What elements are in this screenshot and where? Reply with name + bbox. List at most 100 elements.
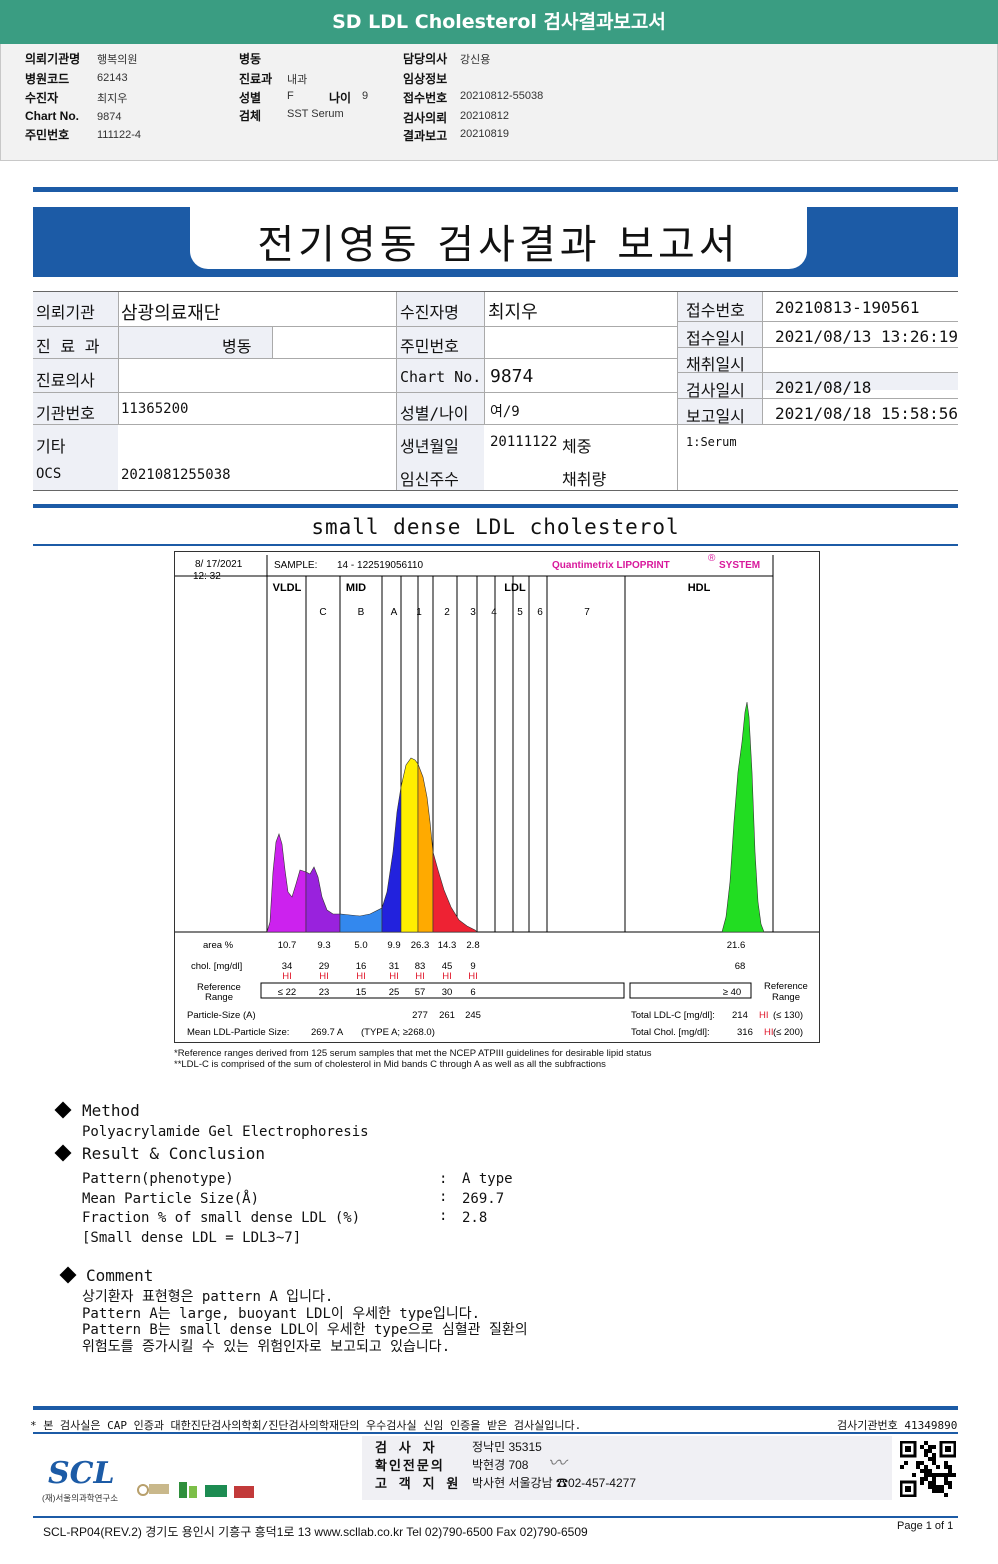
particle-size: 277 (412, 1010, 428, 1021)
qr-module (948, 1465, 952, 1469)
qr-module (936, 1465, 940, 1469)
value-inst-no: 11365200 (121, 401, 189, 417)
band-label: 6 (537, 607, 543, 618)
hdl-area-value: 21.6 (727, 940, 746, 951)
row-label-particle: Particle-Size (A) (187, 1010, 256, 1021)
footer-contact: SCL-RP04(REV.2) 경기도 용인시 기흥구 흥덕1로 13 www.… (43, 1525, 588, 1539)
qr-module (928, 1485, 932, 1489)
bullet-icon (54, 1101, 72, 1119)
qr-module (944, 1461, 948, 1465)
qr-module (932, 1457, 936, 1461)
method-title: Method (82, 1101, 140, 1120)
hi-flag: HI (356, 971, 366, 982)
row-label-ref2: Range (205, 992, 233, 1003)
qr-module (932, 1485, 936, 1489)
staff-name: 박현경 708 (472, 1458, 529, 1472)
qr-module (924, 1449, 928, 1453)
page-number: Page 1 of 1 (897, 1520, 954, 1532)
divider (33, 1406, 958, 1410)
area-value: 9.3 (317, 940, 330, 951)
label: 성별 (239, 91, 262, 105)
result-value: 2.8 (462, 1210, 488, 1226)
mean-size: 269.7 A (311, 1027, 344, 1038)
method-text: Polyacrylamide Gel Electrophoresis (82, 1124, 369, 1140)
hi-flag: HI (282, 971, 292, 982)
value-report-time: 2021/08/18 15:58:56 (775, 404, 959, 423)
band-label: B (358, 607, 365, 618)
qr-code-icon (900, 1441, 956, 1497)
result-value: 269.7 (462, 1191, 505, 1207)
hi-flag: HI (319, 971, 329, 982)
result-note: [Small dense LDL = LDL3~7] (82, 1230, 302, 1246)
row-label-chol: chol. [mg/dl] (191, 961, 242, 972)
row-label-ref1: Reference (197, 982, 241, 993)
label: 담당의사 (403, 52, 448, 66)
particle-size: 245 (465, 1010, 481, 1021)
result-sep: : (439, 1208, 448, 1224)
value: 최지우 (97, 93, 128, 105)
footnotes: *Reference ranges derived from 125 serum… (174, 1048, 652, 1070)
value: 9874 (97, 111, 122, 123)
area-value: 14.3 (438, 940, 457, 951)
qr-finder (939, 1441, 956, 1458)
label: 주민번호 (25, 128, 70, 142)
qr-module (932, 1477, 936, 1481)
qr-module (932, 1473, 936, 1477)
area-value: 26.3 (411, 940, 430, 951)
value-birth: 20111122 (490, 434, 558, 450)
chol-value: 29 (319, 961, 330, 972)
qr-module (944, 1465, 948, 1469)
section-title: small dense LDL cholesterol (311, 515, 680, 539)
reference-value: 6 (470, 987, 475, 998)
qr-module (924, 1477, 928, 1481)
band-label: C (319, 607, 326, 618)
label-collect-time: 채취일시 (686, 355, 745, 374)
value: 20210812 (460, 110, 509, 122)
qr-module (916, 1465, 920, 1469)
sample-label: SAMPLE: (274, 560, 317, 571)
label-reg-no: 접수번호 (686, 301, 745, 320)
reference-value: 30 (442, 987, 453, 998)
reference-value: 23 (319, 987, 330, 998)
label: 검사의뢰 (403, 111, 448, 125)
qr-module (928, 1449, 932, 1453)
hi-flag: HI (415, 971, 425, 982)
result-value: A type (462, 1171, 513, 1187)
banner-title-area (190, 207, 807, 269)
total-ldl: 214 (732, 1010, 748, 1021)
qr-module (940, 1473, 944, 1477)
comment-line: 상기환자 표현형은 pattern A 입니다. (82, 1289, 334, 1305)
chol-value: 45 (442, 961, 453, 972)
qr-module (900, 1465, 904, 1469)
mean-type: (TYPE A; ≥268.0) (361, 1027, 435, 1038)
chol-value: 83 (415, 961, 426, 972)
curve-fill (417, 763, 434, 933)
qr-module (948, 1469, 952, 1473)
qr-module (928, 1469, 932, 1473)
qr-module (928, 1457, 932, 1461)
accreditation-logos (135, 1480, 260, 1500)
total-ldl-label: Total LDL-C [mg/dl]: (631, 1010, 715, 1021)
qr-module (912, 1473, 916, 1477)
qr-module (928, 1481, 932, 1485)
area-value: 9.9 (387, 940, 400, 951)
qr-module (920, 1469, 924, 1473)
staff-name: 박사현 서울강남 ☎02-457-4277 (472, 1476, 637, 1490)
label-institution: 의뢰기관 (36, 303, 95, 322)
row-label-area: area % (203, 940, 234, 951)
total-ldl-flag: HI (759, 1010, 769, 1021)
curve-fill (381, 786, 402, 933)
label-volume: 채취량 (562, 470, 607, 489)
label: 나이 (329, 91, 352, 105)
value: F (287, 90, 294, 102)
brand: Quantimetrix LIPOPRINT (552, 560, 670, 571)
reference-value: 57 (415, 987, 426, 998)
label: 결과보고 (403, 129, 448, 143)
value-sex-age: 여/9 (490, 404, 520, 420)
qr-finder-center (905, 1486, 911, 1492)
qr-module (944, 1477, 948, 1481)
value: SST Serum (287, 108, 344, 120)
label: 수진자 (25, 91, 59, 105)
value: 강신용 (460, 54, 491, 66)
qr-module (932, 1489, 936, 1493)
